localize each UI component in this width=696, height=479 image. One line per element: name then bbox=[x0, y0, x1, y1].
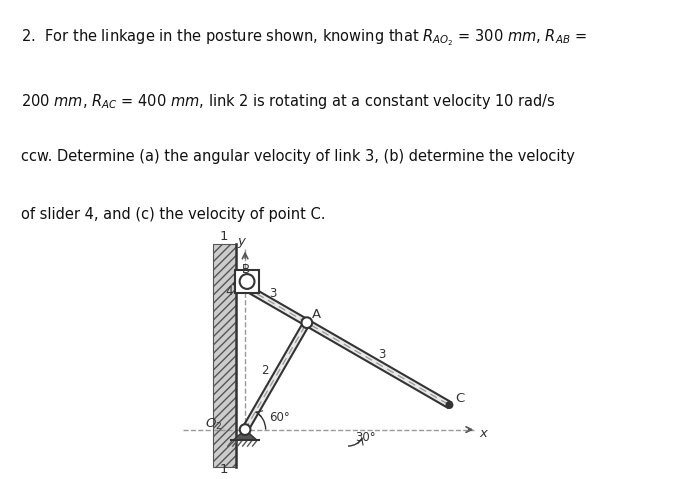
Text: $O_2$: $O_2$ bbox=[205, 417, 223, 432]
Polygon shape bbox=[242, 321, 310, 431]
Polygon shape bbox=[213, 244, 235, 467]
Circle shape bbox=[239, 274, 255, 289]
Text: ccw. Determine (a) the angular velocity of link 3, (b) determine the velocity: ccw. Determine (a) the angular velocity … bbox=[21, 149, 575, 164]
Text: y: y bbox=[237, 235, 246, 248]
Text: C: C bbox=[456, 392, 465, 405]
Text: 30°: 30° bbox=[356, 431, 376, 444]
Text: 3: 3 bbox=[269, 287, 277, 300]
Text: x: x bbox=[479, 427, 487, 440]
Text: of slider 4, and (c) the velocity of point C.: of slider 4, and (c) the velocity of poi… bbox=[21, 207, 325, 222]
Text: 3: 3 bbox=[379, 348, 386, 361]
Text: 200 $mm$, $R_{AC}$ = 400 $mm$, link 2 is rotating at a constant velocity 10 rad/: 200 $mm$, $R_{AC}$ = 400 $mm$, link 2 is… bbox=[21, 92, 556, 111]
Polygon shape bbox=[234, 279, 451, 408]
Circle shape bbox=[239, 424, 251, 435]
Circle shape bbox=[446, 402, 452, 408]
Text: 1: 1 bbox=[220, 230, 228, 243]
Text: 2.  For the linkage in the posture shown, knowing that $R_{AO_2}$ = 300 $mm$, $R: 2. For the linkage in the posture shown,… bbox=[21, 28, 587, 48]
Text: 1: 1 bbox=[220, 463, 228, 476]
Text: B: B bbox=[242, 263, 251, 276]
Text: 4: 4 bbox=[226, 285, 232, 298]
Text: 2: 2 bbox=[261, 364, 269, 377]
Polygon shape bbox=[234, 430, 257, 440]
Polygon shape bbox=[235, 270, 260, 293]
Text: A: A bbox=[312, 308, 321, 321]
Circle shape bbox=[301, 317, 313, 328]
Text: 60°: 60° bbox=[269, 411, 290, 423]
